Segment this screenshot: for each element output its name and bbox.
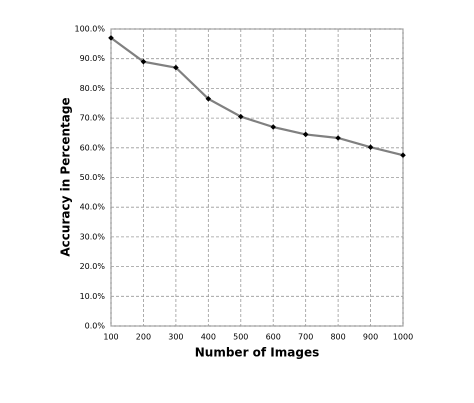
x-tick-label: 500 [233,333,248,342]
y-tick-label: 100.0% [74,25,105,34]
data-point [335,135,341,141]
y-tick-label: 10.0% [80,292,106,301]
y-tick-label: 20.0% [80,262,106,271]
y-tick-label: 80.0% [80,84,106,93]
y-tick-label: 30.0% [80,232,106,241]
y-tick-label: 0.0% [85,322,106,331]
x-tick-label: 900 [363,333,378,342]
x-tick-label: 300 [168,333,183,342]
x-tick-label: 800 [330,333,345,342]
data-point [270,124,277,130]
y-axis-title: Accuracy in Percentage [59,97,73,256]
x-tick-label: 100 [103,333,118,342]
y-tick-label: 90.0% [80,54,106,63]
x-tick-label: 600 [266,333,281,342]
data-point [140,58,147,65]
data-point [205,95,212,102]
y-tick-label: 70.0% [80,114,106,123]
y-tick-label: 60.0% [80,143,106,152]
data-point [237,113,244,120]
data-line [110,37,404,157]
x-tick-label: 400 [201,333,216,342]
x-axis-title: Number of Images [195,346,320,360]
y-tick-label: 50.0% [80,173,106,182]
x-tick-label: 1000 [393,333,413,342]
data-point [367,144,374,151]
data-point [173,64,179,71]
x-tick-label: 200 [136,333,151,342]
x-tick-label: 700 [298,333,313,342]
y-tick-label: 40.0% [80,203,106,212]
data-point [108,35,114,41]
data-point [400,152,406,159]
data-point [302,131,309,138]
